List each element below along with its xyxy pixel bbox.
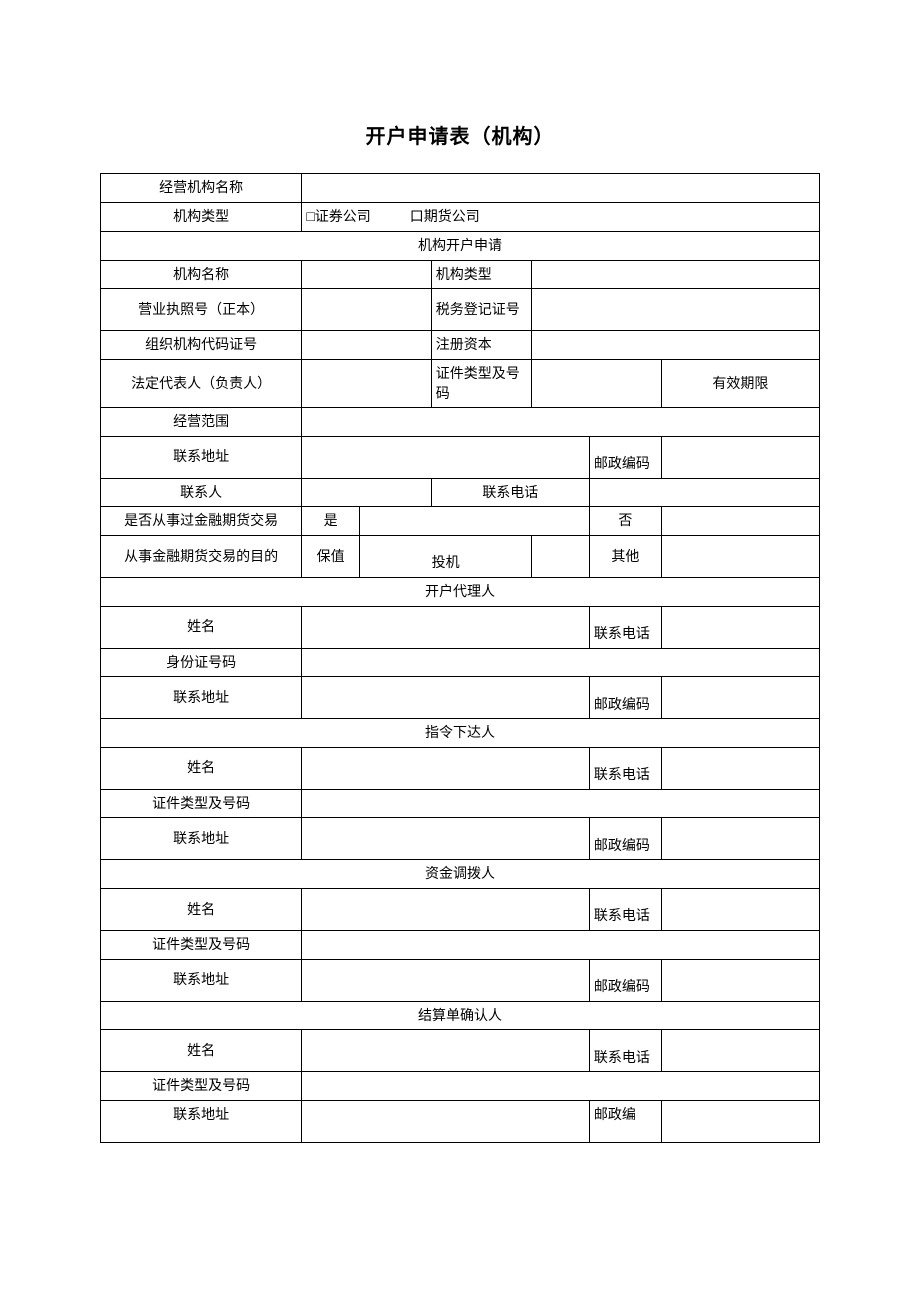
reg-capital-label: 注册资本 [431,331,532,360]
agent-postcode-value[interactable] [661,677,819,719]
org-name-label: 经营机构名称 [101,174,302,203]
speculate-value[interactable] [532,535,590,577]
contact-person-label: 联系人 [101,478,302,507]
fund-phone-value[interactable] [661,888,819,930]
contact-addr-value[interactable] [302,436,590,478]
yes-value[interactable] [359,507,589,536]
legal-rep-label: 法定代表人（负责人） [101,359,302,407]
license-label: 营业执照号（正本） [101,289,302,331]
agent-addr-value[interactable] [302,677,590,719]
section-order: 指令下达人 [101,719,820,748]
org-name-value[interactable] [302,174,820,203]
fund-name-label: 姓名 [101,888,302,930]
fund-phone-label: 联系电话 [589,888,661,930]
business-scope-label: 经营范围 [101,408,302,437]
fund-name-value[interactable] [302,888,590,930]
tax-reg-label: 税务登记证号 [431,289,532,331]
order-name-label: 姓名 [101,747,302,789]
valid-period-label: 有效期限 [661,359,819,407]
yes-label: 是 [302,507,360,536]
contact-addr-label: 联系地址 [101,436,302,478]
inst-name-value[interactable] [302,260,431,289]
section-fund: 资金调拨人 [101,860,820,889]
reg-capital-value[interactable] [532,331,820,360]
order-phone-value[interactable] [661,747,819,789]
no-label: 否 [589,507,661,536]
agent-name-value[interactable] [302,606,590,648]
agent-postcode-label: 邮政编码 [589,677,661,719]
settle-name-value[interactable] [302,1030,590,1072]
order-addr-value[interactable] [302,818,590,860]
fund-postcode-value[interactable] [661,959,819,1001]
settle-id-label: 证件类型及号码 [101,1072,302,1101]
speculate-label: 投机 [359,535,532,577]
org-type-label: 机构类型 [101,202,302,232]
form-title: 开户申请表（机构） [100,120,820,149]
fund-id-label: 证件类型及号码 [101,930,302,959]
section-agent: 开户代理人 [101,577,820,606]
agent-name-label: 姓名 [101,606,302,648]
futures-exp-label: 是否从事过金融期货交易 [101,507,302,536]
order-name-value[interactable] [302,747,590,789]
agent-phone-value[interactable] [661,606,819,648]
settle-addr-value[interactable] [302,1100,590,1142]
agent-id-value[interactable] [302,648,820,677]
settle-name-label: 姓名 [101,1030,302,1072]
other-value[interactable] [661,535,819,577]
order-id-label: 证件类型及号码 [101,789,302,818]
postcode-label: 邮政编码 [589,436,661,478]
opt-futures: 期货公司 [424,208,480,224]
org-code-value[interactable] [302,331,431,360]
page: 开户申请表（机构） 经营机构名称 机构类型 □证券公司 口期货公司 [0,0,920,1301]
id-type-no-label: 证件类型及号码 [431,359,532,407]
inst-type-label: 机构类型 [431,260,532,289]
opt-securities: 证券公司 [315,208,371,224]
tax-reg-value[interactable] [532,289,820,331]
section-settle: 结算单确认人 [101,1001,820,1030]
org-type-options[interactable]: □证券公司 口期货公司 [302,202,820,232]
purpose-label: 从事金融期货交易的目的 [101,535,302,577]
order-postcode-label: 邮政编码 [589,818,661,860]
fund-postcode-label: 邮政编码 [589,959,661,1001]
contact-person-value[interactable] [302,478,431,507]
inst-name-label: 机构名称 [101,260,302,289]
settle-phone-value[interactable] [661,1030,819,1072]
agent-id-label: 身份证号码 [101,648,302,677]
no-value[interactable] [661,507,819,536]
settle-phone-label: 联系电话 [589,1030,661,1072]
business-scope-value[interactable] [302,408,820,437]
order-id-value[interactable] [302,789,820,818]
contact-phone-value[interactable] [589,478,819,507]
fund-addr-label: 联系地址 [101,959,302,1001]
other-label: 其他 [589,535,661,577]
id-type-no-value[interactable] [532,359,661,407]
license-value[interactable] [302,289,431,331]
order-addr-label: 联系地址 [101,818,302,860]
agent-phone-label: 联系电话 [589,606,661,648]
settle-addr-label: 联系地址 [101,1100,302,1142]
hedge-label: 保值 [302,535,360,577]
order-postcode-value[interactable] [661,818,819,860]
contact-phone-label: 联系电话 [431,478,589,507]
inst-type-value[interactable] [532,260,820,289]
settle-id-value[interactable] [302,1072,820,1101]
settle-postcode-value[interactable] [661,1100,819,1142]
org-code-label: 组织机构代码证号 [101,331,302,360]
section-apply: 机构开户申请 [101,232,820,261]
order-phone-label: 联系电话 [589,747,661,789]
fund-addr-value[interactable] [302,959,590,1001]
legal-rep-value[interactable] [302,359,431,407]
agent-addr-label: 联系地址 [101,677,302,719]
postcode-value[interactable] [661,436,819,478]
application-form-table: 经营机构名称 机构类型 □证券公司 口期货公司 机构开户申请 机构名称 机构类型… [100,173,820,1143]
fund-id-value[interactable] [302,930,820,959]
settle-postcode-label: 邮政编 [589,1100,661,1142]
